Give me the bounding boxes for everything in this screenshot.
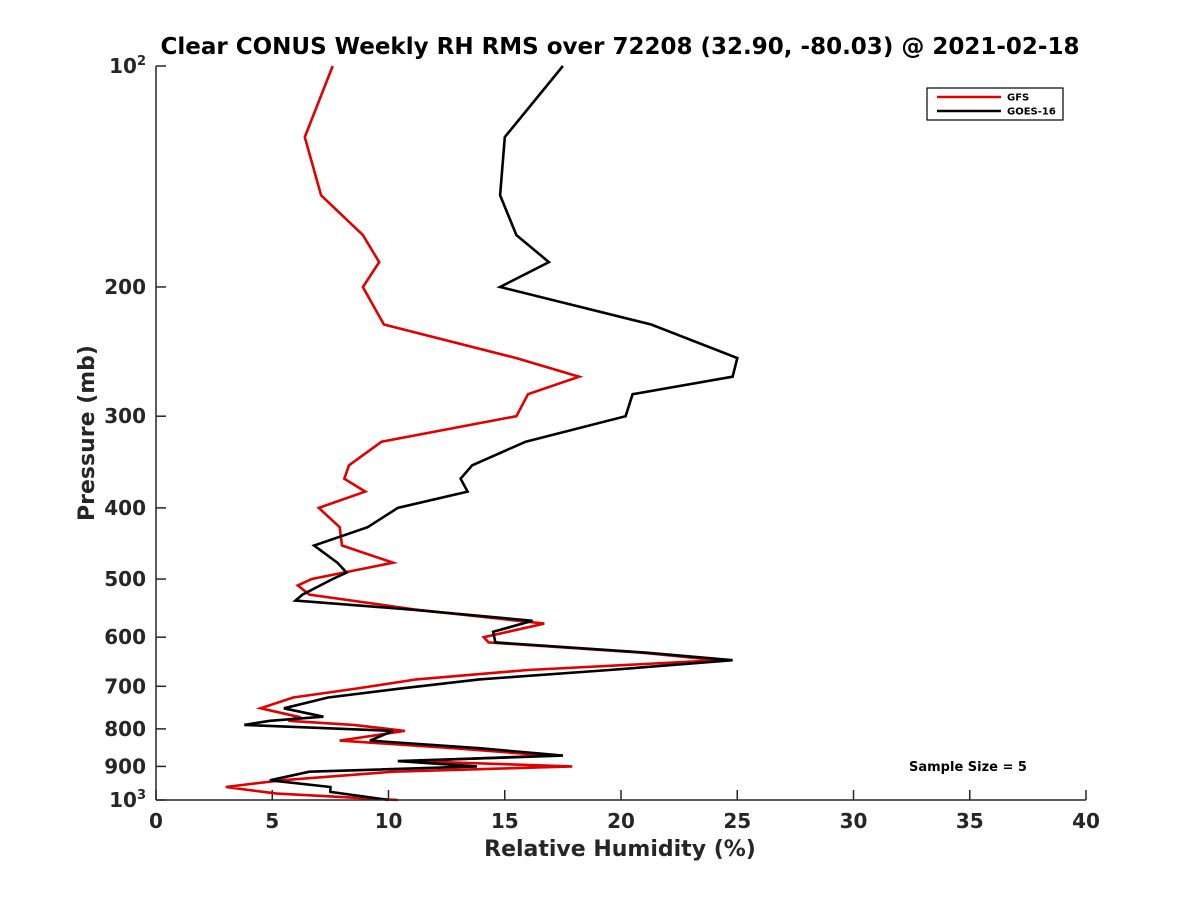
y-axis-label: Pressure (mb) [75, 345, 100, 521]
y-tick-label: 200 [104, 275, 146, 299]
x-tick-label: 30 [840, 809, 868, 833]
x-tick-label: 40 [1072, 809, 1100, 833]
chart-title: Clear CONUS Weekly RH RMS over 72208 (32… [161, 34, 1080, 60]
legend-box [926, 87, 1064, 121]
y-tick-label: 600 [104, 625, 146, 649]
x-axis-label: Relative Humidity (%) [484, 837, 756, 862]
sample-size-annotation: Sample Size = 5 [909, 760, 1027, 775]
legend-label: GFS [1007, 93, 1029, 104]
series-line-goes-16 [244, 65, 739, 802]
y-tick-label: 500 [104, 567, 146, 591]
x-tick-label: 5 [265, 809, 279, 833]
x-axis-ticks: 0 5 10 15 20 25 30 35 40 [149, 790, 1100, 833]
x-tick-label: 15 [491, 809, 519, 833]
legend: GFS GOES-16 [926, 87, 1064, 121]
y-tick-label: 900 [104, 754, 146, 778]
y-tick-label: 400 [104, 496, 146, 520]
x-tick-label: 10 [375, 809, 403, 833]
series-layer [225, 65, 739, 802]
series-line-gfs [225, 65, 719, 802]
y-tick-label: 800 [104, 717, 146, 741]
x-tick-label: 25 [723, 809, 751, 833]
y-tick-label: 300 [104, 404, 146, 428]
legend-label: GOES-16 [1007, 107, 1056, 118]
x-tick-label: 20 [607, 809, 635, 833]
y-tick-label: 700 [104, 674, 146, 698]
x-tick-label: 35 [956, 809, 984, 833]
x-tick-label: 0 [149, 809, 163, 833]
